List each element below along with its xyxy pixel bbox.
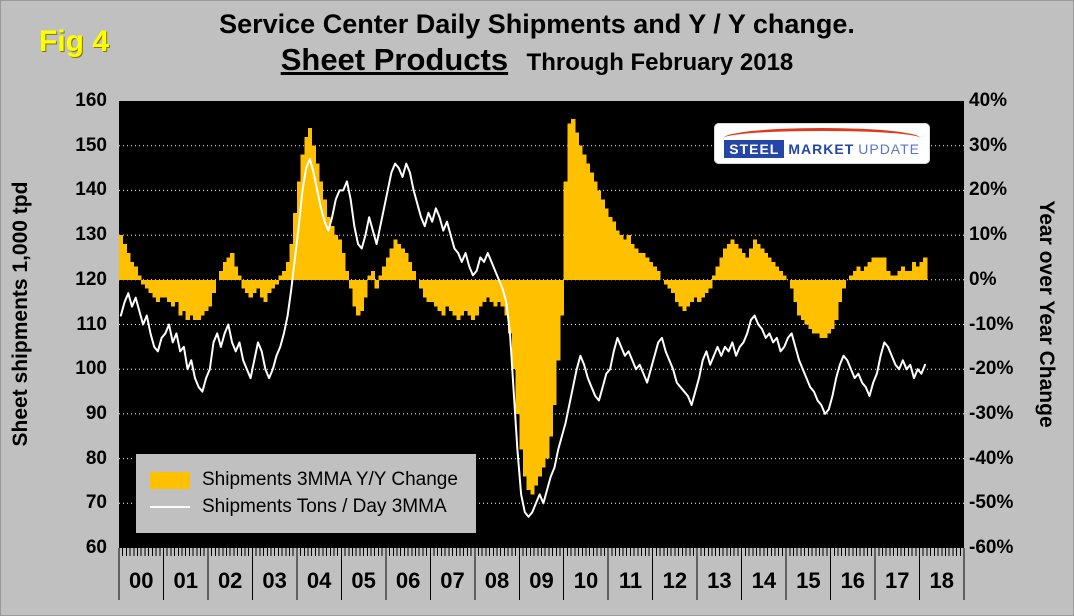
axis-tick-label: 0% — [969, 268, 997, 290]
chart-subtitle-row: Sheet Products Through February 2018 — [1, 42, 1073, 78]
year-label: 04 — [307, 568, 332, 593]
axis-tick-label: 80 — [85, 447, 107, 469]
axis-tick-label: -20% — [969, 358, 1014, 380]
axis-tick-label: 120 — [75, 268, 107, 290]
year-label: 06 — [396, 568, 420, 593]
chart-period: Through February 2018 — [526, 49, 794, 76]
axis-tick-label: -30% — [969, 402, 1014, 424]
year-label: 02 — [218, 568, 242, 593]
year-label: 17 — [885, 568, 909, 593]
logo-swoosh-icon — [724, 128, 920, 138]
axis-tick-label: 60 — [85, 537, 107, 558]
axis-tick-label: 100 — [75, 358, 107, 380]
legend-row-bars: Shipments 3MMA Y/Y Change — [150, 469, 458, 491]
chart-title: Service Center Daily Shipments and Y / Y… — [219, 9, 855, 39]
year-label: 14 — [752, 568, 777, 593]
axis-tick-label: 150 — [75, 134, 107, 156]
plot-area: STEEL MARKET UPDATE Shipments 3MMA Y/Y C… — [119, 101, 964, 548]
legend: Shipments 3MMA Y/Y Change Shipments Tons… — [135, 453, 477, 534]
axis-tick-label: -50% — [969, 492, 1014, 514]
axis-tick-label: 110 — [76, 313, 107, 335]
legend-line-label: Shipments Tons / Day 3MMA — [202, 496, 447, 517]
year-label: 13 — [707, 568, 731, 593]
axis-tick-label: 130 — [75, 224, 107, 246]
x-axis: 00 01 02 03 04 05 06 07 08 09 10 11 12 13 14 15 16 17 18 — [118, 548, 965, 600]
axis-tick-label: 20% — [969, 179, 1008, 201]
legend-bar-label: Shipments 3MMA Y/Y Change — [202, 469, 458, 490]
fig-number-label: Fig 4 — [39, 25, 110, 58]
axis-tick-label: 10% — [969, 224, 1008, 246]
legend-row-line: Shipments Tons / Day 3MMA — [150, 496, 458, 518]
year-label: 15 — [796, 568, 820, 593]
axis-tick-label: -10% — [969, 313, 1014, 335]
logo-word-update: UPDATE — [858, 141, 920, 157]
year-label: 10 — [574, 568, 598, 593]
axis-tick-label: 90 — [85, 402, 107, 424]
year-label: 09 — [529, 568, 553, 593]
title-block: Service Center Daily Shipments and Y / Y… — [1, 9, 1073, 78]
year-label: 18 — [930, 568, 954, 593]
axis-tick-label: 40% — [969, 90, 1008, 111]
year-label: 05 — [351, 568, 375, 593]
axis-tick-label: 30% — [969, 134, 1008, 156]
axis-tick-label: 140 — [75, 179, 107, 201]
year-label: 00 — [129, 568, 153, 593]
legend-line-swatch-icon — [150, 506, 190, 508]
logo-word-market: MARKET — [788, 141, 855, 157]
logo-word-steel: STEEL — [724, 140, 785, 158]
chart-subtitle: Sheet Products — [280, 42, 509, 77]
year-label: 11 — [619, 568, 642, 593]
chart-canvas — [119, 118, 964, 518]
year-label: 08 — [485, 568, 509, 593]
legend-bar-swatch-icon — [150, 471, 190, 489]
year-label: 16 — [841, 568, 865, 593]
axis-tick-label: 70 — [85, 492, 107, 514]
year-label: 03 — [262, 568, 286, 593]
left-axis-tick-labels: 160 150 140 130 120 110 100 90 80 70 60 — [1, 1, 113, 615]
right-axis-tick-labels: 40% 30% 20% 10% 0% -10% -20% -30% -40% -50% -60% — [969, 1, 1041, 615]
year-label: 07 — [440, 568, 464, 593]
axis-tick-label: 160 — [75, 90, 107, 111]
year-label: 01 — [173, 568, 197, 593]
logo-text-row: STEEL MARKET UPDATE — [724, 140, 920, 158]
smu-logo: STEEL MARKET UPDATE — [714, 123, 930, 164]
year-label: 12 — [663, 568, 687, 593]
axis-tick-label: -60% — [969, 537, 1014, 558]
axis-tick-label: -40% — [969, 447, 1014, 469]
